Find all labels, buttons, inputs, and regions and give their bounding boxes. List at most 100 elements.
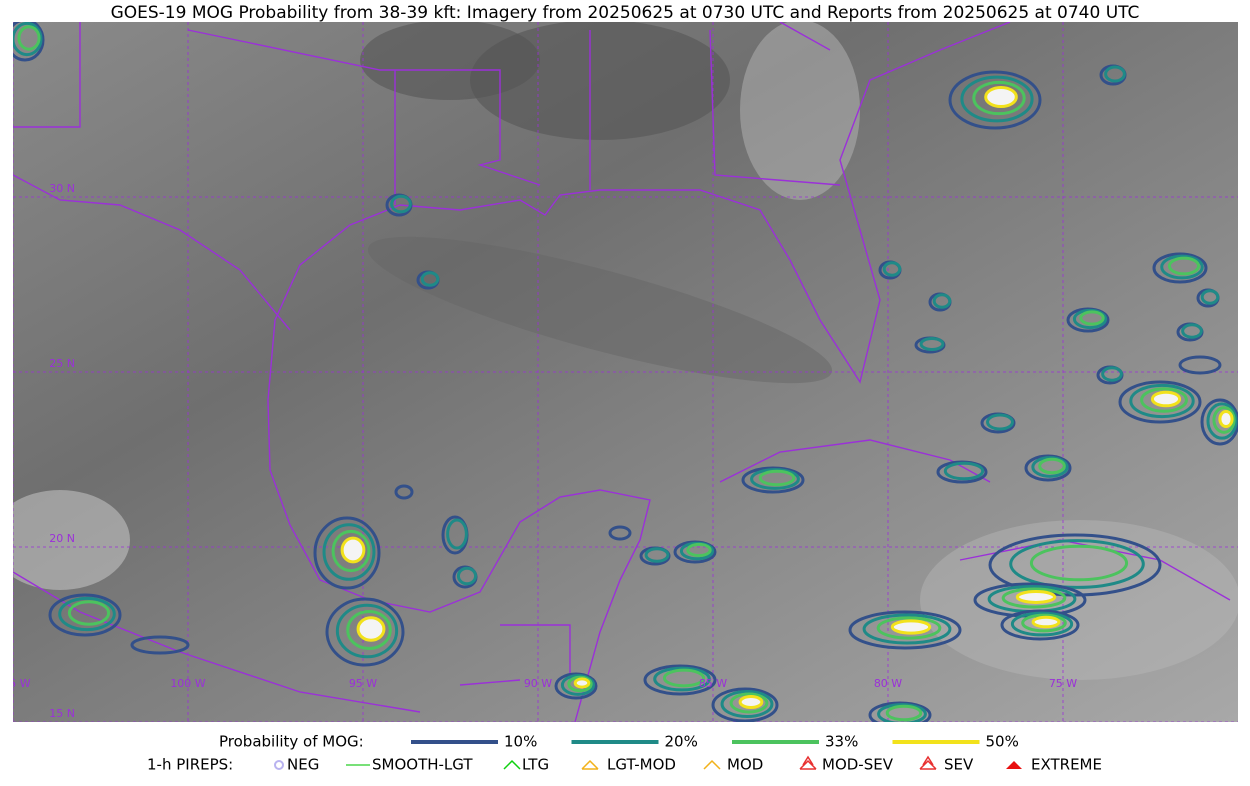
contour	[13, 22, 45, 62]
contour	[932, 293, 952, 309]
contour	[58, 596, 116, 632]
contour	[885, 704, 923, 722]
title: GOES-19 MOG Probability from 38-39 kft: …	[111, 3, 1140, 23]
coordinate-labels: 105 W 100 W 95 W 90 W 85 W 80 W 75 W 30 N 25 N 20…	[0, 182, 1077, 720]
contour	[1000, 609, 1080, 641]
contour	[1079, 310, 1105, 326]
borders	[13, 22, 841, 686]
legend-label: 20%	[665, 733, 698, 751]
contour	[130, 635, 190, 655]
contour	[1160, 254, 1204, 280]
pirep-label: SEV	[944, 756, 974, 774]
lon-label: 80 W	[874, 677, 902, 690]
contour	[1021, 613, 1067, 633]
pirep-icon	[581, 759, 599, 770]
contour	[1218, 410, 1234, 428]
contour	[711, 687, 779, 722]
contour	[48, 593, 122, 637]
contour	[1104, 65, 1126, 83]
contour	[1200, 289, 1220, 305]
pirep-label: LGT-MOD	[607, 756, 676, 774]
contour	[876, 616, 942, 640]
contour	[862, 613, 952, 645]
contour	[1129, 383, 1195, 419]
lat-label: 30 N	[49, 182, 75, 195]
contour	[356, 616, 386, 642]
contour	[1009, 539, 1145, 589]
pirep-label: MOD	[727, 756, 763, 774]
contour	[1001, 587, 1067, 609]
lon-label: 105 W	[0, 677, 31, 690]
pirep-label: EXTREME	[1031, 756, 1102, 774]
contour	[1029, 544, 1129, 582]
map: 105 W 100 W 95 W 90 W 85 W 80 W 75 W 30 N 25 N 20…	[0, 22, 1238, 722]
contour	[644, 547, 670, 563]
contour	[1118, 380, 1202, 424]
contour	[1015, 590, 1057, 604]
contour	[960, 75, 1034, 123]
contour	[335, 603, 399, 659]
lat-label: 20 N	[49, 532, 75, 545]
contour	[1152, 252, 1208, 284]
contour	[13, 22, 43, 57]
coastline	[13, 22, 1231, 722]
contour	[1178, 355, 1222, 375]
contour	[331, 529, 371, 573]
contour	[1140, 387, 1188, 413]
lat-label: 15 N	[49, 707, 75, 720]
contour	[446, 518, 468, 550]
contour	[67, 600, 111, 626]
contour	[653, 666, 711, 692]
mog-contours	[13, 22, 1238, 722]
contour	[573, 677, 591, 689]
contour	[758, 469, 796, 487]
contour	[1031, 615, 1061, 629]
contour	[1212, 406, 1236, 434]
contour	[1072, 308, 1108, 330]
contour	[390, 194, 412, 214]
contour	[340, 536, 366, 564]
contour	[1206, 402, 1238, 440]
contour	[643, 664, 717, 696]
pirep-icon	[799, 755, 817, 770]
contour	[741, 466, 805, 494]
contour	[322, 523, 376, 581]
pireps-title: 1-h PIREPS:	[147, 756, 233, 774]
contour	[984, 85, 1018, 109]
legend-title: Probability of MOG:	[219, 733, 364, 751]
lat-label: 25 N	[49, 357, 75, 370]
contour	[919, 337, 945, 351]
contour	[750, 468, 800, 490]
contour	[890, 619, 932, 635]
contour	[1150, 390, 1182, 408]
legend: Probability of MOG: 1-h PIREPS: 10% 20% 33…	[147, 733, 1102, 774]
contour	[729, 692, 769, 714]
contour	[17, 25, 41, 51]
contour	[868, 701, 932, 722]
lon-label: 100 W	[170, 677, 205, 690]
legend-label: 50%	[986, 733, 1019, 751]
graticule	[13, 22, 1238, 722]
contour	[1038, 457, 1066, 475]
contour	[686, 542, 712, 558]
lon-label: 75 W	[1049, 677, 1077, 690]
contour	[738, 695, 764, 709]
pirep-label: MOD-SEV	[822, 756, 894, 774]
contour	[554, 672, 598, 700]
lon-label: 95 W	[349, 677, 377, 690]
contour	[720, 690, 774, 718]
contour	[1010, 611, 1074, 637]
lon-label: 85 W	[699, 677, 727, 690]
lon-label: 90 W	[524, 677, 552, 690]
contour	[882, 261, 902, 277]
contour	[325, 597, 405, 667]
pirep-icon	[274, 760, 284, 770]
contour	[948, 70, 1042, 130]
contour	[972, 80, 1026, 116]
contour	[1031, 456, 1069, 478]
contour	[1167, 256, 1201, 276]
contour	[988, 533, 1162, 597]
contour	[394, 484, 414, 500]
pirep-icon	[703, 759, 721, 770]
